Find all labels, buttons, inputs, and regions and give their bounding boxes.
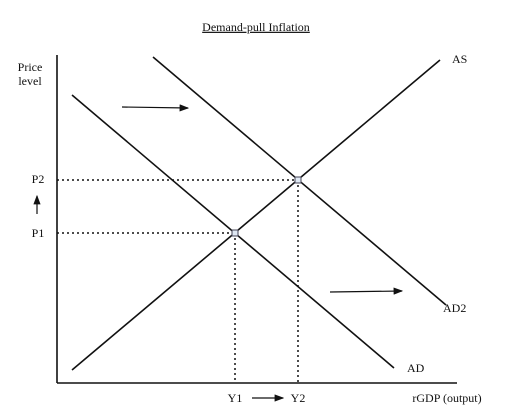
arrow [329, 287, 404, 295]
output-label: Y1 [228, 391, 243, 405]
x-axis-label: rGDP (output) [412, 391, 481, 405]
equilibrium [294, 176, 302, 184]
price-label: P1 [32, 226, 45, 240]
y-axis-label: Price [18, 60, 43, 74]
output-label: Y2 [291, 391, 306, 405]
equilibrium [231, 229, 239, 237]
arrow [121, 104, 190, 112]
as-curve [71, 59, 441, 371]
title: Demand-pull Inflation [202, 20, 310, 34]
price-label: P2 [32, 172, 45, 186]
curve-label: AD [407, 361, 425, 375]
curve-label: AS [452, 52, 467, 66]
curve-label: AD2 [443, 301, 466, 315]
y-axis-label: level [18, 74, 42, 88]
